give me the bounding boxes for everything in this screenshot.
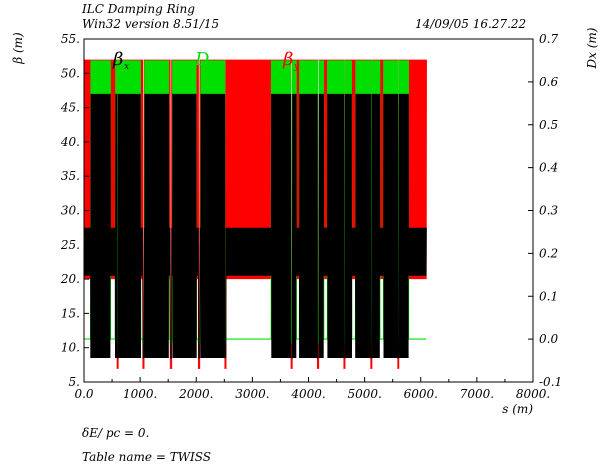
legend-dx: D x (194, 49, 213, 72)
x-tick-label: 3000. (235, 387, 269, 401)
y2-axis-label: Dx (m) (585, 27, 599, 69)
axis-layer: 0.0 1000. 2000. 3000. 4000. 5000. 6000. 7000. 80… (60, 32, 562, 401)
y-tick-label: 45. (60, 101, 80, 115)
legend-betay: β y (282, 49, 300, 72)
x-tick-label: 5000. (347, 387, 381, 401)
y-axis-label: β (m) (11, 32, 25, 65)
y-tick-label: 5. (69, 375, 80, 389)
x-tick-label: 4000. (290, 387, 325, 401)
x-tick-label: 1000. (123, 387, 157, 401)
header-timestamp: 14/09/05 16.27.22 (415, 17, 527, 31)
header-title: ILC Damping Ring (82, 2, 195, 16)
y2-tick-label: 0.5 (539, 118, 558, 132)
y-tick-label: 50. (61, 66, 80, 80)
y-tick-label: 15. (61, 306, 80, 320)
x-tick-label: 6000. (404, 387, 438, 401)
legend-betax-symbol: β (112, 49, 123, 70)
footer-table-name: Table name = TWISS (82, 450, 212, 464)
y2-tick-label: 0.0 (539, 332, 558, 346)
y2-tick-label: 0.3 (539, 204, 558, 218)
y-tick-label: 25. (60, 238, 80, 252)
y-tick-label: 55. (61, 32, 80, 46)
series-line-betax (83, 93, 427, 359)
x-tick-label: 2000. (178, 387, 213, 401)
legend-betax-sub: x (124, 62, 129, 72)
y-tick-label: 20. (60, 272, 80, 286)
x-axis-label: s (m) (502, 402, 533, 416)
y-tick-label: 30. (61, 204, 80, 218)
x-tick-label: 0.0 (74, 387, 93, 401)
x-tick-label: 8000. (516, 387, 550, 401)
y-tick-label: 10. (61, 341, 80, 355)
x-tick-label: 7000. (460, 387, 494, 401)
y-tick-label: 35. (61, 169, 80, 183)
y-tick-label: 40. (60, 135, 80, 149)
header-version: Win32 version 8.51/15 (82, 17, 220, 31)
y2-tick-label: 0.7 (539, 32, 558, 46)
y2-tick-label: 0.6 (539, 75, 558, 89)
y2-tick-label: -0.1 (539, 375, 562, 389)
legend-betax: β x (112, 49, 129, 72)
footer-energy-offset: δE/ pc = 0. (82, 426, 150, 440)
legend-dx-symbol: D (194, 49, 210, 70)
legend-betay-sub: y (293, 62, 300, 72)
y2-tick-label: 0.1 (539, 289, 558, 303)
legend-betay-symbol: β (282, 49, 293, 70)
y2-tick-label: 0.4 (539, 161, 558, 175)
legend-dx-sub: x (208, 62, 213, 72)
series-layer (83, 59, 427, 369)
y2-tick-label: 0.2 (539, 246, 558, 260)
